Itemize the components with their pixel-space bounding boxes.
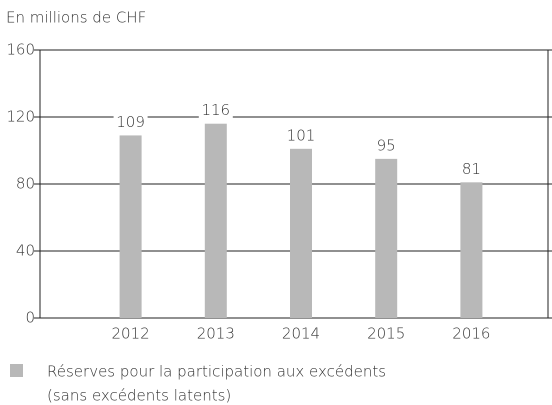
bar (375, 158, 398, 318)
legend-label: Réserves pour la participation aux excéd… (47, 363, 386, 381)
value-label-bg (454, 160, 489, 177)
legend-swatch (10, 364, 23, 377)
value-label-bg (369, 136, 404, 153)
value-label: 116 (201, 101, 230, 119)
value-label-bg (284, 126, 318, 143)
bar (204, 123, 227, 318)
legend-note: (sans excédents latents) (47, 387, 231, 405)
y-tick-label: 0 (25, 309, 35, 327)
value-label-bg (113, 113, 148, 130)
x-tick-label: 2012 (112, 325, 150, 343)
bar (290, 148, 312, 318)
value-label: 81 (462, 160, 481, 178)
y-tick-label: 40 (16, 242, 35, 260)
bar (119, 135, 142, 318)
bar (460, 182, 483, 318)
chart-title: En millions de CHF (6, 9, 146, 27)
x-tick-label: 2015 (367, 325, 405, 343)
value-label: 95 (377, 136, 396, 154)
y-tick-label: 160 (6, 41, 35, 59)
y-tick-label: 80 (16, 175, 35, 193)
value-label: 109 (116, 113, 145, 131)
y-tick-label: 120 (6, 108, 35, 126)
value-label: 101 (287, 126, 316, 144)
value-label-bg (198, 101, 233, 118)
x-tick-label: 2016 (452, 325, 490, 343)
x-tick-label: 2014 (282, 325, 320, 343)
x-tick-label: 2013 (197, 325, 235, 343)
